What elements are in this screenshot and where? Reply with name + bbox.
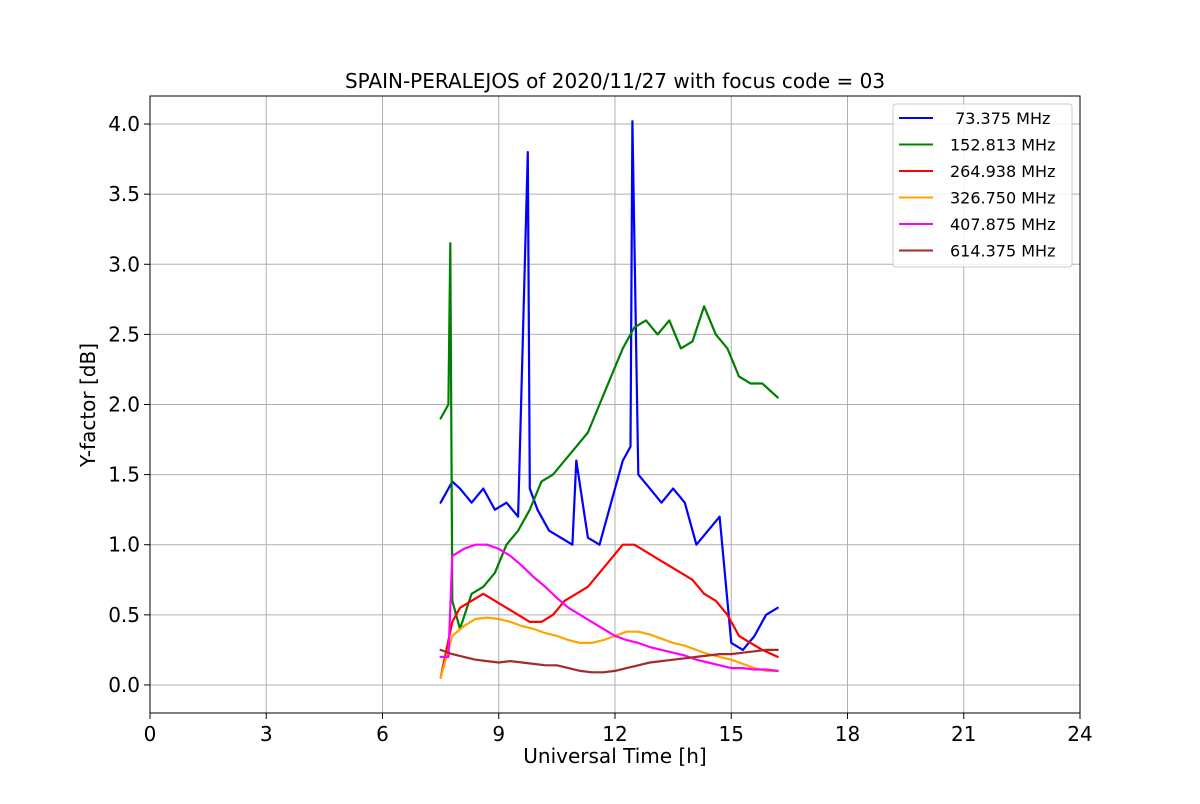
legend-label: 407.875 MHz — [950, 215, 1055, 234]
y-tick-label: 3.0 — [108, 252, 140, 276]
plot-lines — [439, 120, 779, 680]
series-line-1 — [439, 242, 779, 631]
y-tick-label: 3.5 — [108, 182, 140, 206]
series-line-3 — [439, 616, 779, 680]
x-tick-label: 9 — [492, 722, 505, 746]
x-tick-label: 0 — [144, 722, 157, 746]
y-tick-label: 0.0 — [108, 673, 140, 697]
series-line-2 — [439, 543, 779, 680]
x-tick-label: 24 — [1067, 722, 1092, 746]
legend-label: 152.813 MHz — [950, 136, 1055, 155]
series-line-4 — [439, 543, 779, 673]
chart-title: SPAIN-PERALEJOS of 2020/11/27 with focus… — [345, 69, 885, 93]
x-tick-label: 6 — [376, 722, 389, 746]
x-tick-label: 21 — [951, 722, 976, 746]
y-tick-label: 0.5 — [108, 603, 140, 627]
legend-label: 326.750 MHz — [950, 189, 1055, 208]
x-axis-label: Universal Time [h] — [523, 744, 706, 768]
series-line-0 — [439, 120, 779, 652]
legend-label: 73.375 MHz — [950, 109, 1050, 128]
y-axis-label: Y-factor [dB] — [76, 343, 100, 468]
x-axis-ticks: 0 3 6 9 12 15 18 21 24 — [144, 713, 1093, 746]
x-tick-label: 15 — [719, 722, 744, 746]
legend-box — [892, 103, 1073, 268]
legend-label: 264.938 MHz — [950, 162, 1055, 181]
y-tick-label: 4.0 — [108, 112, 140, 136]
y-tick-label: 1.0 — [108, 533, 140, 557]
x-tick-label: 12 — [602, 722, 627, 746]
x-tick-label: 3 — [260, 722, 273, 746]
y-tick-label: 2.5 — [108, 322, 140, 346]
y-tick-label: 2.0 — [108, 393, 140, 417]
series-line-5 — [439, 648, 779, 674]
x-tick-label: 18 — [835, 722, 860, 746]
y-tick-label: 1.5 — [108, 463, 140, 487]
legend: 73.375 MHz 152.813 MHz 264.938 MHz 326.750 … — [892, 103, 1073, 268]
y-axis-ticks: 0.0 0.5 1.0 1.5 2.0 2.5 3.0 3.5 4.0 — [108, 112, 150, 697]
legend-label: 614.375 MHz — [950, 242, 1055, 261]
